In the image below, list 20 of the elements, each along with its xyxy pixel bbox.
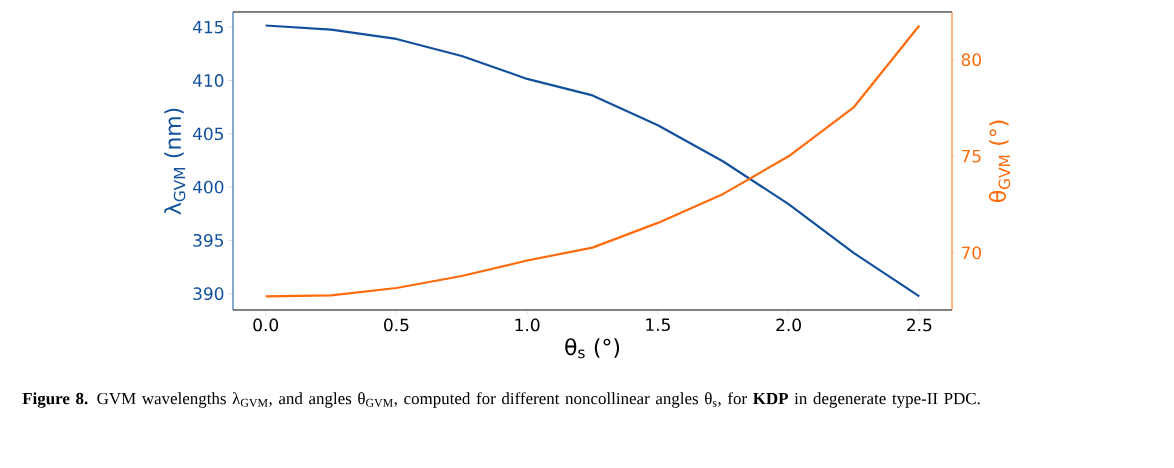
x-tick-label: 2.5 (907, 318, 932, 332)
y2-tick-label: 70 (961, 246, 981, 260)
y-axis-title: λ$_{GVM}$ (nm) (164, 108, 186, 215)
y2-tick-label: 80 (961, 53, 981, 67)
y-tick-label: 395 (193, 233, 223, 247)
y-tick-label: 390 (193, 287, 224, 301)
y-tick-label: 415 (192, 20, 223, 34)
x-tick-label: 1.5 (646, 318, 670, 332)
y2-axis-title: θ$_{GVM}$ (°) (988, 120, 1011, 203)
x-axis-title: θ$_{s}$ (°) (565, 338, 620, 359)
y2-tick-label: 75 (961, 149, 981, 163)
x-tick-label: 2.0 (776, 318, 801, 332)
y-tick-label: 410 (192, 74, 224, 87)
y-tick-label: 405 (192, 127, 223, 141)
x-tick-label: 1.0 (515, 318, 540, 332)
x-tick-label: 0.0 (253, 318, 279, 332)
line-series (264, 24, 921, 298)
x-tick-label: 0.5 (384, 318, 409, 332)
text: Figure 8. GVM wavelengths λ$_{GVM}$, and angles θ$_{GVM}$, computed for different noncollinear angles θ$_{s}$, for KDP in degenerate type-II PDC. (22, 392, 980, 408)
y-tick-label: 400 (192, 180, 224, 194)
